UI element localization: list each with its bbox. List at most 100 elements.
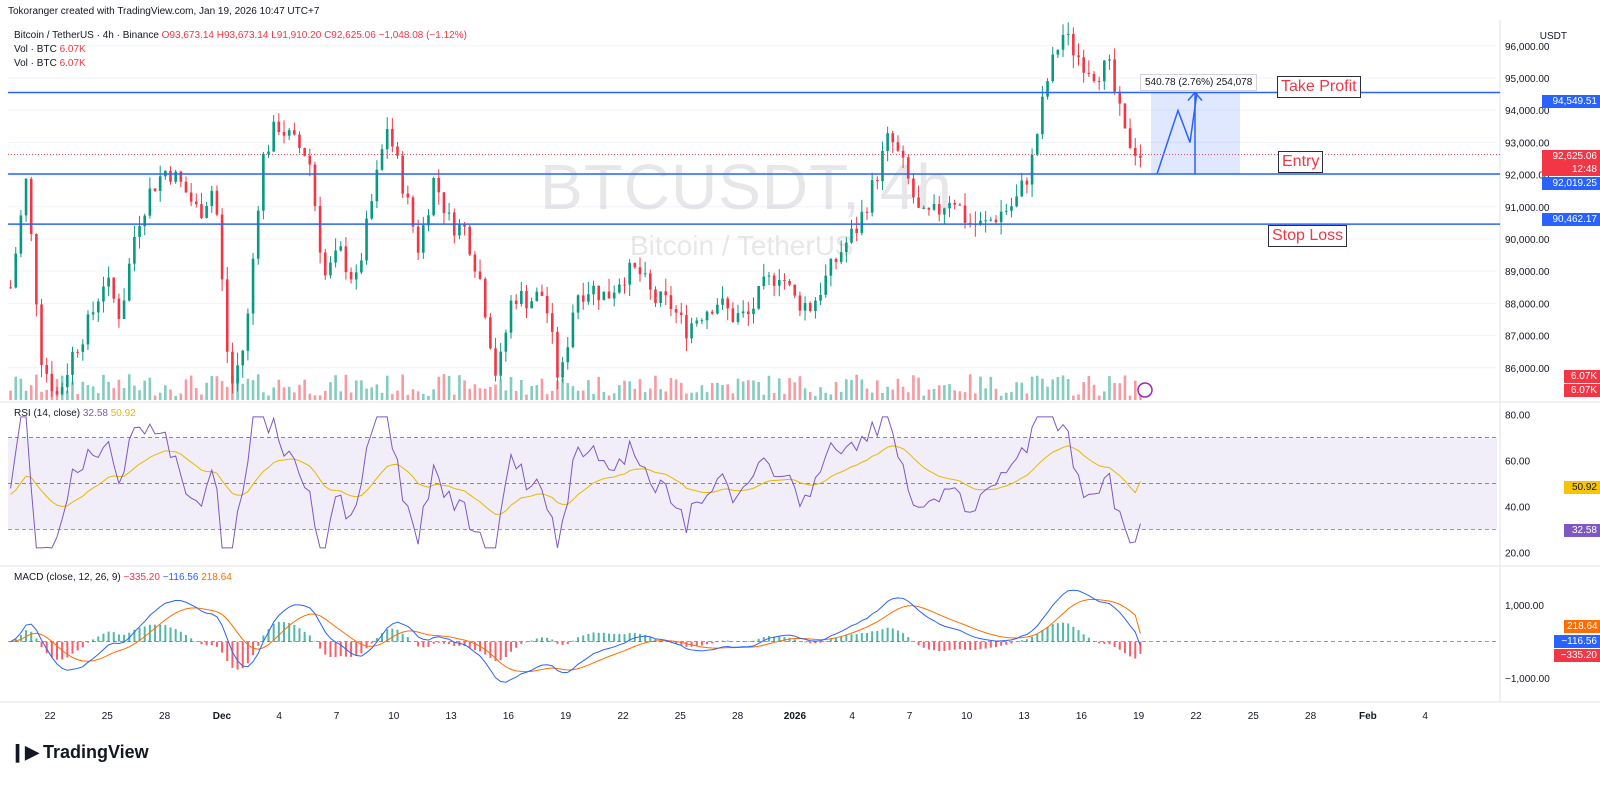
macd-hist-bar xyxy=(221,641,224,653)
measure-stat-box: 540.78 (2.76%) 254,078 xyxy=(1140,74,1258,91)
candle-body xyxy=(205,205,208,218)
candle-body xyxy=(45,364,48,374)
volume-bar xyxy=(107,381,110,400)
candle-body xyxy=(535,291,539,302)
candle-body xyxy=(767,275,771,277)
macd-hist-bar xyxy=(618,633,621,642)
macd-hist-bar xyxy=(1103,641,1106,644)
macd-hist-bar xyxy=(184,635,187,642)
macd-line-tag: −116.56 xyxy=(1554,635,1600,648)
macd-line-value: −116.56 xyxy=(162,572,199,583)
volume-bar xyxy=(633,388,637,400)
macd-hist-bar xyxy=(881,629,884,642)
macd-hist-bar xyxy=(66,641,69,658)
macd-hist-bar xyxy=(540,637,543,642)
volume-bar xyxy=(540,378,544,400)
time-tick-label: 22 xyxy=(1190,711,1202,722)
macd-hist-bar xyxy=(406,637,409,642)
macd-hist-bar xyxy=(231,641,234,668)
candle-body xyxy=(1010,206,1013,211)
macd-legend[interactable]: MACD (close, 12, 26, 9) −335.20 −116.56 … xyxy=(14,572,232,583)
volume-bar xyxy=(1097,395,1101,400)
volume-bar xyxy=(561,378,564,400)
time-tick-label: 25 xyxy=(675,711,687,722)
candle-body xyxy=(96,301,100,313)
entry-label[interactable]: Entry xyxy=(1278,151,1324,173)
currency-label: USDT xyxy=(1539,31,1567,42)
take-profit-label[interactable]: Take Profit xyxy=(1277,76,1361,98)
macd-hist-bar xyxy=(1067,623,1070,642)
volume-bar xyxy=(71,381,74,400)
volume-bar xyxy=(344,374,348,400)
macd-hist-tag: −335.20 xyxy=(1554,649,1600,662)
candle-body xyxy=(391,129,394,147)
macd-hist-bar xyxy=(1046,626,1049,642)
macd-hist-bar xyxy=(25,630,28,642)
volume-bar xyxy=(736,378,740,400)
macd-hist-bar xyxy=(437,641,440,643)
volume-legend-2[interactable]: Vol · BTC 6.07K xyxy=(14,58,86,69)
volume-bar xyxy=(958,391,962,400)
macd-hist-bar xyxy=(1129,641,1132,657)
volume-bar xyxy=(478,388,482,400)
macd-hist-bar xyxy=(241,641,244,669)
symbol-name[interactable]: Bitcoin / TetherUS · 4h · Binance xyxy=(14,30,159,41)
candle-body xyxy=(354,272,358,280)
macd-hist-bar xyxy=(1108,641,1111,645)
candle-body xyxy=(839,252,843,262)
candle-body xyxy=(679,312,683,315)
volume-bar xyxy=(189,375,193,400)
candle-body xyxy=(669,295,673,309)
candle-body xyxy=(762,276,766,287)
candle-body xyxy=(545,295,549,314)
macd-hist-bar xyxy=(953,641,956,650)
candle-body xyxy=(860,211,864,234)
candle-body xyxy=(731,308,735,322)
macd-label: MACD (close, 12, 26, 9) xyxy=(14,572,121,583)
volume-bar xyxy=(525,394,528,400)
candle-body xyxy=(411,197,415,227)
macd-hist-bar xyxy=(499,641,502,661)
projection-arrow-head xyxy=(1187,91,1203,101)
tradingview-mark-icon: ❙▶ xyxy=(10,742,39,762)
tradingview-logo[interactable]: ❙▶ TradingView xyxy=(10,742,149,763)
volume-tag-2: 6.07K xyxy=(1564,384,1600,397)
volume-bar xyxy=(339,391,343,400)
volume-bar xyxy=(396,390,399,400)
candle-body xyxy=(783,279,786,281)
macd-hist-bar xyxy=(979,641,982,650)
macd-hist-bar xyxy=(154,624,157,642)
volume-bar xyxy=(581,390,585,400)
volume-bar xyxy=(937,385,941,400)
macd-hist-bar xyxy=(907,637,910,642)
time-tick-label: 4 xyxy=(1422,711,1428,722)
brand-name: TradingView xyxy=(42,742,149,762)
rsi-legend[interactable]: RSI (14, close) 32.58 50.92 xyxy=(14,408,136,419)
macd-hist-bar xyxy=(597,632,600,642)
macd-tick-label: 1,000.00 xyxy=(1505,601,1544,612)
macd-hist-bar xyxy=(40,641,43,648)
macd-hist-bar xyxy=(375,637,378,642)
volume-bar xyxy=(1103,391,1106,400)
macd-hist-bar xyxy=(1000,641,1003,646)
candle-body xyxy=(597,285,601,301)
volume-bar xyxy=(607,395,611,400)
volume-bar xyxy=(855,374,858,400)
stop-loss-label[interactable]: Stop Loss xyxy=(1268,225,1348,247)
macd-hist-bar xyxy=(783,636,786,642)
volume-bar xyxy=(968,374,972,400)
macd-hist-bar xyxy=(123,634,126,642)
volume-bar xyxy=(1092,384,1096,400)
candle-body xyxy=(1082,57,1085,73)
macd-hist-bar xyxy=(365,641,368,649)
time-tick-label: 22 xyxy=(44,711,56,722)
candle-body xyxy=(220,214,224,280)
volume-bar xyxy=(901,386,905,400)
volume-bar xyxy=(231,375,234,400)
candle-body xyxy=(29,178,33,234)
candle-body xyxy=(308,155,312,165)
volume-bar xyxy=(850,379,853,400)
candle-body xyxy=(241,350,245,366)
volume-legend-1[interactable]: Vol · BTC 6.07K xyxy=(14,44,86,55)
